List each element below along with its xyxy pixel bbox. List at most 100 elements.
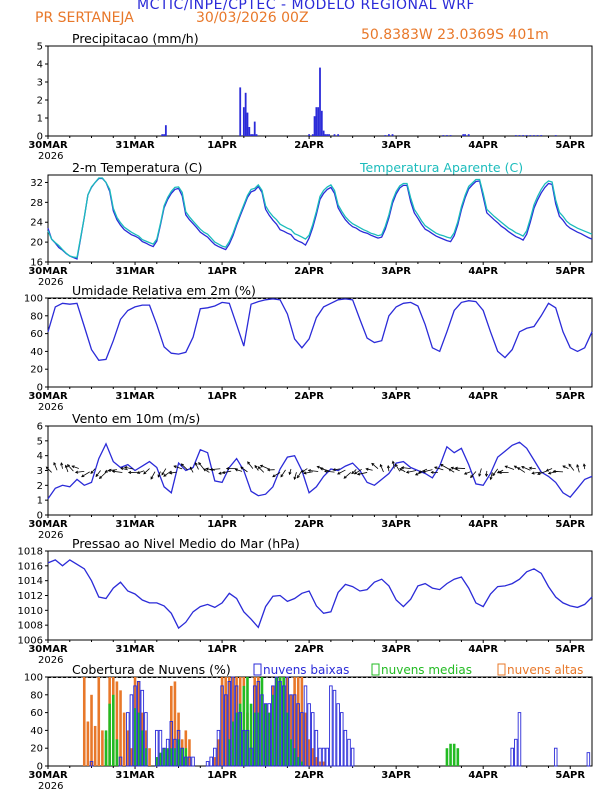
cloud-bar-nuvens-baixas xyxy=(281,685,286,767)
wind-barb-head xyxy=(395,463,398,467)
legend-label: nuvens baixas xyxy=(263,663,349,677)
cloud-bar-nuvens-altas xyxy=(318,761,322,766)
wind-barb-head xyxy=(240,466,244,470)
wind-barb-head xyxy=(198,461,202,466)
wind-barb-head xyxy=(173,465,177,469)
x-year-label: 2026 xyxy=(38,402,63,413)
x-tick-label: 1APR xyxy=(207,266,237,277)
cloud-bar-nuvens-baixas xyxy=(213,747,217,767)
legend-label: nuvens altas xyxy=(507,663,583,677)
x-tick-label: 4APR xyxy=(468,519,498,530)
wind-barb-head xyxy=(470,475,474,479)
precip-bar xyxy=(540,135,543,136)
precip-bar xyxy=(464,134,466,136)
wind-barb-head xyxy=(484,473,489,477)
wind-barb-head xyxy=(343,475,347,479)
wind-barb xyxy=(150,471,156,480)
cloud-bar-nuvens-baixas xyxy=(242,729,246,767)
x-tick-label: 3APR xyxy=(381,391,411,402)
y-tick-label: 5 xyxy=(37,42,43,53)
y-tick-label: 2 xyxy=(37,481,43,492)
wind-barb-head xyxy=(209,467,213,472)
legend-swatch xyxy=(371,663,380,676)
x-tick-label: 4APR xyxy=(468,391,498,402)
panel-frame-3 xyxy=(47,425,593,516)
precip-bar xyxy=(319,67,321,136)
panel-frame-5 xyxy=(47,676,593,767)
cloud-bar-nuvens-medias xyxy=(104,730,108,766)
precip-bar xyxy=(164,125,167,136)
wind-barb xyxy=(568,463,575,471)
precip-bar xyxy=(388,134,390,136)
cloud-bar-nuvens-baixas xyxy=(325,747,330,767)
wind-barb-head xyxy=(379,463,383,468)
cloud-bar-nuvens-baixas xyxy=(586,752,591,767)
precip-bar xyxy=(536,135,539,136)
wind-barb-head xyxy=(430,470,434,474)
wind-barb xyxy=(440,464,449,470)
wind-barb xyxy=(173,465,183,470)
wind-barb xyxy=(240,466,248,473)
cloud-bar-nuvens-baixas xyxy=(289,694,293,767)
x-tick-label: 31MAR xyxy=(115,770,155,781)
wind-barb-head xyxy=(254,464,258,469)
cloud-bar-nuvens-baixas xyxy=(347,738,351,767)
cloud-bar-nuvens-baixas xyxy=(216,729,221,767)
wind-barb-head xyxy=(353,471,358,475)
wind-barb xyxy=(418,468,428,473)
precip-bar xyxy=(313,116,316,136)
wind-barb-head xyxy=(498,470,502,475)
x-tick-label: 1APR xyxy=(207,644,237,655)
cloud-bar-nuvens-medias xyxy=(296,757,300,766)
x-year-label: 2026 xyxy=(38,277,63,288)
cloud-bar-nuvens-medias xyxy=(242,685,246,766)
cloud-bar-nuvens-baixas xyxy=(140,689,145,767)
wind-barb-head xyxy=(440,464,444,467)
x-tick-label: 4APR xyxy=(468,140,498,151)
x-tick-label: 30MAR xyxy=(28,391,68,402)
wind-barb-head xyxy=(399,468,403,471)
wind-barb-head xyxy=(351,471,355,475)
x-tick-label: 5APR xyxy=(555,644,585,655)
cloud-bar-nuvens-medias xyxy=(177,739,180,766)
wind-barb-head xyxy=(517,467,521,471)
cloud-bar-nuvens-baixas xyxy=(336,703,340,767)
wind-barb-head xyxy=(194,462,198,466)
panel-frame-4 xyxy=(47,550,593,641)
cloud-bar-nuvens-baixas xyxy=(249,747,253,767)
wind-barb xyxy=(324,470,335,473)
wind-barb-head xyxy=(104,469,108,473)
precip-bar xyxy=(529,135,532,136)
precip-bar xyxy=(391,134,394,136)
wind-barb-head xyxy=(528,466,532,470)
wind-barb-head xyxy=(161,472,165,476)
cloud-bar-nuvens-medias xyxy=(264,703,267,766)
cloud-bar-nuvens-altas xyxy=(82,677,86,766)
y-tick-label: 80 xyxy=(30,311,43,322)
cloud-bar-nuvens-medias xyxy=(144,748,148,766)
wind-barb-head xyxy=(303,471,307,475)
x-tick-label: 5APR xyxy=(555,391,585,402)
cloud-bar-nuvens-medias xyxy=(257,712,260,766)
wind-barb xyxy=(387,465,390,472)
x-tick-label: 2APR xyxy=(294,266,324,277)
cloud-bar-nuvens-baixas xyxy=(292,694,297,767)
cloud-bar-nuvens-baixas xyxy=(321,747,326,767)
header-title: MCTIC/INPE/CPTEC - MODELO REGIONAL WRF xyxy=(137,0,475,13)
cloud-bar-nuvens-medias xyxy=(140,730,144,766)
wind-barb-head xyxy=(266,468,271,472)
cloud-bar-nuvens-baixas xyxy=(158,729,163,767)
wind-barb xyxy=(395,464,401,472)
wind-barb-head xyxy=(280,474,284,478)
x-tick-label: 5APR xyxy=(555,266,585,277)
cloud-bar-nuvens-baixas xyxy=(187,756,192,767)
precip-bar xyxy=(554,135,557,136)
x-tick-label: 2APR xyxy=(294,770,324,781)
precip-bar xyxy=(244,92,247,136)
wind-barb xyxy=(65,465,69,473)
wind-barb-head xyxy=(120,467,124,471)
cloud-bar-nuvens-baixas xyxy=(220,685,224,767)
wind-barb-head xyxy=(504,465,508,469)
wind-barb xyxy=(337,469,346,475)
wind-barb xyxy=(371,463,379,470)
